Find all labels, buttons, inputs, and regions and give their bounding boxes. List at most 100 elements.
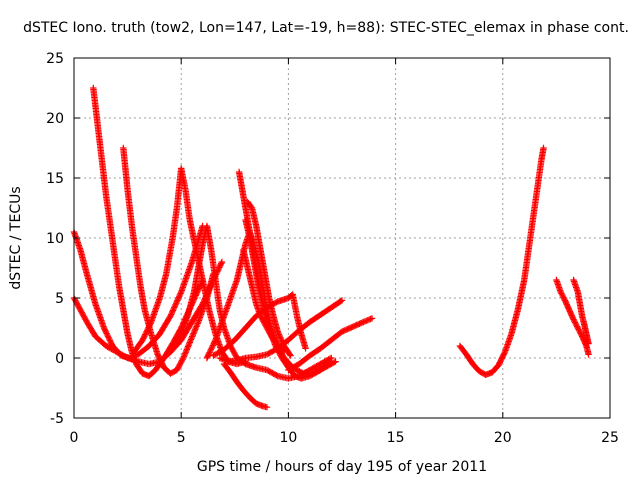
x-tick-label: 5: [177, 430, 186, 446]
y-tick-label: 0: [55, 351, 64, 367]
data-point: [564, 304, 572, 311]
data-point: [565, 305, 572, 312]
data-point: [206, 349, 213, 356]
data-point: [139, 336, 146, 344]
y-axis-label: dSTEC / TECUs: [8, 186, 24, 289]
data-point: [173, 298, 180, 306]
data-point: [560, 294, 567, 301]
data-point: [572, 320, 579, 327]
data-point: [568, 312, 575, 319]
data-point: [575, 326, 582, 333]
series-arc-17: [553, 276, 592, 358]
series-arc-11: [244, 198, 294, 359]
data-point: [189, 331, 197, 339]
data-point: [194, 320, 201, 327]
data-point: [102, 328, 110, 336]
data-point: [171, 302, 179, 310]
data-point: [105, 334, 112, 341]
data-point: [287, 352, 294, 359]
data-point: [140, 335, 147, 342]
x-tick-label: 15: [387, 430, 405, 446]
data-point: [179, 356, 186, 363]
data-point: [540, 144, 547, 152]
data-point: [567, 310, 575, 318]
data-point: [210, 339, 218, 346]
data-point: [277, 335, 285, 342]
data-point: [275, 329, 282, 337]
data-point: [190, 330, 197, 337]
data-point: [101, 326, 108, 333]
data-point: [187, 336, 195, 343]
data-point: [190, 329, 198, 336]
data-point: [577, 330, 584, 337]
data-marks: [70, 84, 592, 411]
data-point: [566, 308, 574, 315]
data-point: [146, 321, 154, 328]
data-point: [286, 351, 293, 358]
data-point: [277, 334, 284, 341]
data-point: [573, 323, 581, 330]
y-tick-label: -5: [50, 411, 64, 427]
series-arc-15: [285, 315, 376, 374]
data-point: [186, 339, 193, 346]
data-point: [176, 293, 183, 300]
data-point: [172, 301, 179, 308]
axes: 0 5 10 15 20 25 -5 0 5 10 15 20 25: [46, 51, 619, 446]
data-point: [102, 327, 109, 334]
series-arc-1: [70, 222, 206, 362]
y-tick-label: 10: [46, 231, 64, 247]
data-point: [204, 353, 211, 360]
y-tick-label: 5: [55, 291, 64, 307]
data-point: [142, 331, 149, 338]
data-point: [564, 302, 571, 310]
data-point: [145, 324, 152, 331]
data-point: [142, 329, 150, 337]
data-point: [205, 352, 212, 359]
data-point: [104, 331, 111, 339]
data-point: [585, 340, 592, 347]
data-point: [501, 350, 508, 357]
data-point: [175, 294, 182, 301]
data-point: [146, 322, 153, 330]
data-point: [144, 327, 151, 334]
data-point: [188, 334, 195, 342]
data-point: [302, 345, 309, 352]
data-point: [174, 297, 181, 304]
x-tick-label: 20: [494, 430, 512, 446]
data-point: [218, 258, 226, 266]
data-point: [571, 319, 579, 326]
data-point: [563, 299, 570, 307]
data-point: [326, 359, 334, 366]
data-point: [209, 342, 217, 349]
data-point: [368, 315, 376, 322]
data-point: [269, 335, 276, 342]
data-point: [576, 327, 583, 334]
data-point: [557, 288, 564, 296]
series-arc-14: [220, 360, 271, 411]
data-point: [203, 354, 211, 362]
data-point: [273, 372, 280, 379]
data-point: [217, 261, 224, 268]
data-point: [263, 404, 271, 411]
data-point: [328, 358, 335, 365]
data-point: [170, 305, 177, 313]
data-point: [107, 338, 114, 346]
x-axis-label: GPS time / hours of day 195 of year 2011: [197, 459, 487, 475]
data-point: [561, 295, 568, 303]
data-point: [140, 334, 148, 341]
data-point: [189, 333, 196, 340]
data-point: [147, 320, 154, 327]
data-point: [218, 260, 225, 267]
data-point: [177, 290, 184, 297]
data-point: [108, 340, 115, 347]
data-point: [100, 324, 108, 332]
data-point: [576, 329, 584, 336]
data-point: [207, 347, 214, 355]
data-point: [169, 308, 176, 315]
data-point: [562, 298, 569, 305]
data-point: [569, 315, 577, 322]
data-point: [558, 291, 566, 298]
data-point: [561, 297, 569, 304]
data-point: [338, 297, 346, 304]
